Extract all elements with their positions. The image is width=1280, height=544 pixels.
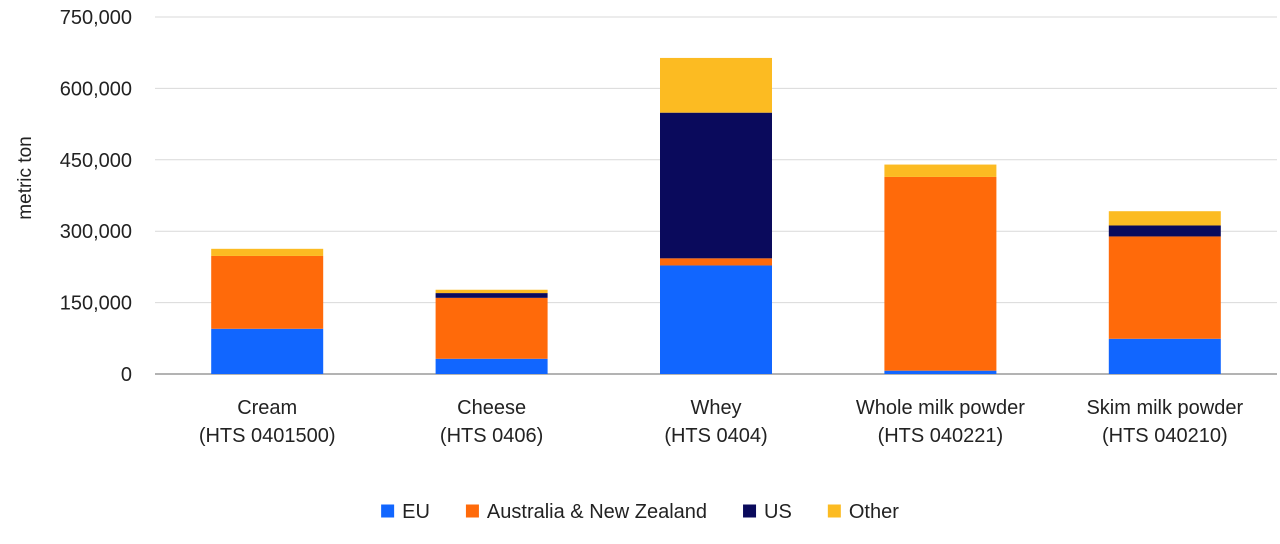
legend-item: Australia & New Zealand <box>465 501 707 523</box>
bar-segment <box>435 297 548 359</box>
y-tick-label: 0 <box>121 364 132 386</box>
x-axis-categories: Cream (HTS 0401500) Cheese (HTS 0406) Whey (H… <box>199 397 1244 447</box>
bar-segment <box>435 293 548 298</box>
bar-segment <box>884 176 997 371</box>
y-tick-label: 600,000 <box>60 78 132 100</box>
x-category-label: Whole milk powder (HTS 040221) <box>856 397 1025 447</box>
legend-swatch <box>465 504 479 518</box>
y-tick-label: 150,000 <box>60 293 132 315</box>
y-tick-label: 300,000 <box>60 221 132 243</box>
legend-swatch <box>827 504 841 518</box>
bar-segment <box>1108 225 1221 237</box>
bar-segment <box>1108 211 1221 226</box>
legend-item: Other <box>827 501 899 523</box>
x-category-label: Skim milk powder (HTS 040210) <box>1086 397 1243 447</box>
y-tick-label: 450,000 <box>60 150 132 172</box>
bar-segment <box>660 112 772 259</box>
bar-segment <box>660 258 772 266</box>
legend-label: Other <box>849 501 899 523</box>
x-category-label: Cheese (HTS 0406) <box>440 397 543 447</box>
bar-segment <box>211 328 324 374</box>
y-axis-ticks: 0 150,000 300,000 450,000 600,000 750,000 <box>60 7 132 386</box>
bar-segment <box>435 289 548 294</box>
legend-label: Australia & New Zealand <box>487 501 707 523</box>
legend-label: US <box>764 501 792 523</box>
bar-segment <box>660 265 772 374</box>
x-category-label: Cream (HTS 0401500) <box>199 397 336 447</box>
legend: EU Australia & New Zealand US Other <box>381 501 899 523</box>
bar-segment <box>660 57 772 113</box>
legend-label: EU <box>402 501 430 523</box>
bars <box>211 57 1221 374</box>
bar-segment <box>1108 236 1221 339</box>
bar-segment <box>884 370 997 374</box>
bar-segment <box>211 248 324 256</box>
bar-segment <box>211 255 324 329</box>
x-category-label: Whey (HTS 0404) <box>664 397 767 447</box>
legend-swatch <box>381 504 395 518</box>
legend-swatch <box>743 504 757 518</box>
bar-segment <box>435 358 548 374</box>
bar-segment <box>1108 338 1221 374</box>
y-axis-title: metric ton <box>15 136 36 219</box>
bar-segment <box>884 164 997 177</box>
legend-item: US <box>743 501 792 523</box>
y-tick-label: 750,000 <box>60 7 132 29</box>
legend-item: EU <box>381 501 430 523</box>
